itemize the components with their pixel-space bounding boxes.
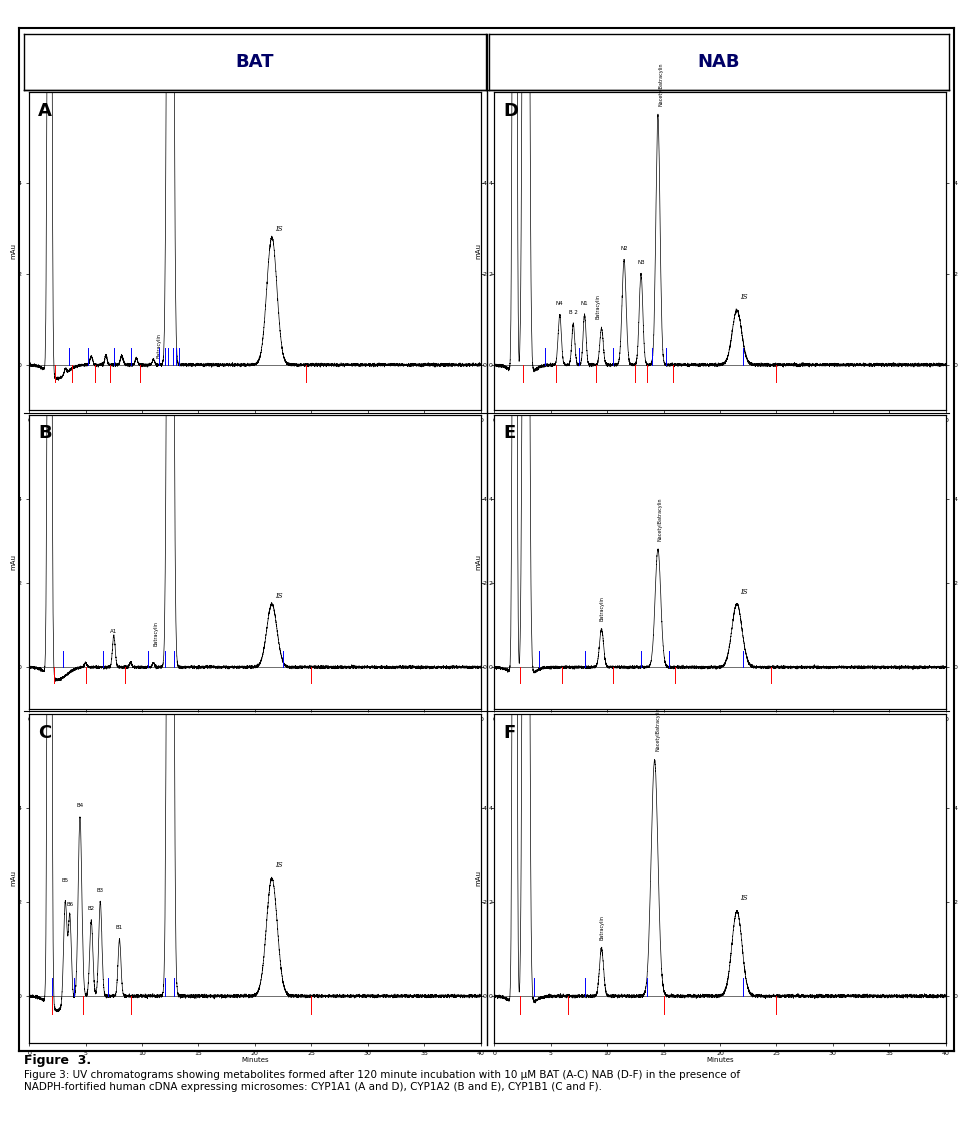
Text: Batracylin: Batracylin [595,294,600,319]
X-axis label: Minutes: Minutes [241,1057,269,1063]
Text: B4: B4 [77,803,84,808]
X-axis label: Minutes: Minutes [241,723,269,729]
Text: Batracylin: Batracylin [157,333,162,359]
Text: N3: N3 [637,260,645,265]
Text: B: B [38,424,52,442]
Y-axis label: mAu: mAu [10,554,17,570]
Text: NacetylBatracylin: NacetylBatracylin [656,708,661,751]
Text: Batracylin: Batracylin [153,622,158,646]
Text: B3: B3 [96,888,104,892]
X-axis label: Minutes: Minutes [241,424,269,430]
Text: E: E [503,424,516,442]
Text: B6: B6 [66,901,73,907]
Text: B 2: B 2 [569,310,578,315]
Y-axis label: mAu: mAu [10,243,17,260]
Text: A: A [38,101,53,120]
Y-axis label: mAu: mAu [475,870,482,887]
Text: B2: B2 [88,906,94,912]
Text: N1: N1 [581,301,589,306]
Text: N4: N4 [556,301,563,306]
Text: C: C [38,724,52,742]
Text: NacetylBatracylin: NacetylBatracylin [659,62,664,106]
Text: IS: IS [275,225,283,233]
Y-axis label: mAu: mAu [10,870,17,887]
Text: IS: IS [740,293,748,301]
Text: BAT: BAT [235,53,274,71]
X-axis label: Minutes: Minutes [706,424,734,430]
Text: B5: B5 [61,878,69,883]
X-axis label: Minutes: Minutes [706,1057,734,1063]
Text: Figure  3.: Figure 3. [24,1054,91,1068]
Text: Figure 3: UV chromatograms showing metabolites formed after 120 minute incubatio: Figure 3: UV chromatograms showing metab… [24,1070,740,1091]
Text: IS: IS [275,861,283,869]
Text: NAB: NAB [698,53,740,71]
Text: IS: IS [740,588,748,596]
Text: N2: N2 [620,246,628,252]
Text: F: F [503,724,516,742]
Text: IS: IS [275,592,283,600]
Y-axis label: mAu: mAu [475,243,482,260]
X-axis label: Minutes: Minutes [706,723,734,729]
Text: D: D [503,101,519,120]
Text: NacetylBatracylin: NacetylBatracylin [658,498,663,541]
Text: Batracylin: Batracylin [599,596,604,620]
Text: A1: A1 [110,628,118,634]
Text: B1: B1 [116,925,123,931]
Text: IS: IS [740,894,748,901]
Text: Batracylin: Batracylin [599,915,604,940]
Y-axis label: mAu: mAu [475,554,482,570]
